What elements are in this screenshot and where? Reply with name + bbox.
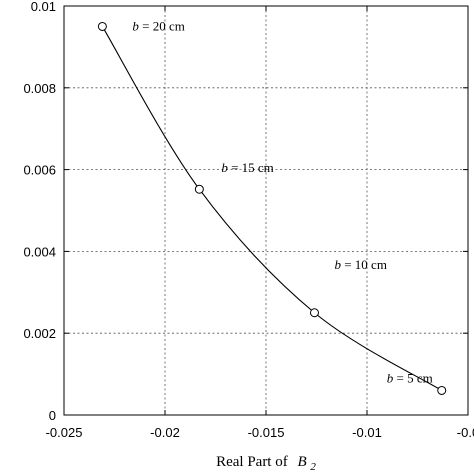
y-tick-label: 0.008 [23,81,56,96]
x-tick-label: -0.01 [352,425,382,440]
x-axis-label-subscript: 2 [310,461,316,473]
point-label: b = 5 cm [387,370,433,385]
point-label-value: = 20 cm [139,18,185,33]
point-label: b = 20 cm [132,18,184,33]
data-point [194,184,204,194]
data-point [437,385,447,395]
series-line [101,26,443,391]
data-points [97,21,447,395]
point-label-variable: b [221,160,228,175]
y-tick-labels: 0 0.002 0.004 0.006 0.008 0.01 [23,0,56,423]
point-label-value: = 10 cm [341,257,387,272]
point-annotations: b = 20 cmb = 15 cmb = 10 cmb = 5 cm [132,18,432,385]
x-axis-label: Real Part of B 2 [216,454,316,473]
x-tick-label: -0.02 [150,425,180,440]
y-tick-label: 0.01 [31,0,56,14]
point-label-variable: b [387,370,394,385]
y-tick-label: 0 [49,408,56,423]
x-tick-label: -0.0 [457,425,474,440]
point-label: b = 10 cm [334,257,386,272]
data-point [97,21,107,31]
y-tick-label: 0.004 [23,244,56,259]
point-label-variable: b [132,18,139,33]
point-label-variable: b [334,257,341,272]
x-tick-label: -0.015 [248,425,285,440]
x-tick-label: -0.025 [46,425,83,440]
point-label-value: = 15 cm [228,160,274,175]
x-tick-labels: -0.025 -0.02 -0.015 -0.01 -0.0 [46,425,474,440]
point-label: b = 15 cm [221,160,273,175]
grid [64,6,468,415]
y-tick-label: 0.002 [23,326,56,341]
point-label-value: = 5 cm [393,370,432,385]
axis-ticks [63,5,469,416]
x-axis-label-prefix: Real Part of [216,454,288,470]
data-point [309,308,319,318]
y-tick-label: 0.006 [23,163,56,178]
x-axis-label-symbol: B [297,454,306,470]
